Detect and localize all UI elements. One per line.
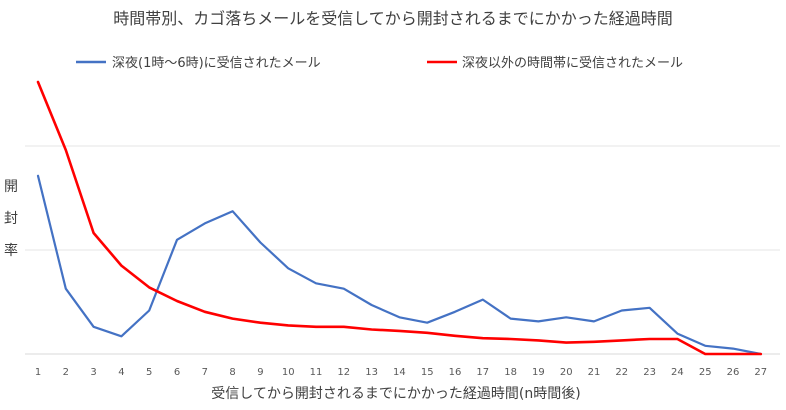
- legend-item-series-1: 深夜(1時～6時)に受信されたメール: [76, 56, 321, 71]
- x-tick-label: 22: [615, 367, 628, 378]
- x-tick-label: 3: [90, 367, 96, 378]
- x-tick-label: 5: [146, 367, 152, 378]
- x-tick-label: 25: [699, 367, 712, 378]
- series-lines: [36, 80, 763, 356]
- x-tick-label: 10: [282, 367, 295, 378]
- x-tick-label: 19: [532, 367, 545, 378]
- x-tick-label: 7: [202, 367, 208, 378]
- x-tick-label: 20: [560, 367, 573, 378]
- x-axis-label: 受信してから開封されるまでにかかった経過時間(n時間後): [211, 386, 580, 402]
- y-axis-label-char: 封: [4, 211, 18, 227]
- x-tick-label: 6: [174, 367, 180, 378]
- x-tick-label: 12: [337, 367, 350, 378]
- series-line-2: [36, 80, 763, 356]
- legend-label-series-1: 深夜(1時～6時)に受信されたメール: [112, 56, 321, 71]
- x-tick-label: 8: [229, 367, 235, 378]
- chart-title: 時間帯別、カゴ落ちメールを受信してから開封されるまでにかかった経過時間: [113, 9, 673, 28]
- x-tick-label: 9: [257, 367, 263, 378]
- x-tick-label: 15: [421, 367, 434, 378]
- y-axis-label-char: 率: [4, 242, 18, 259]
- x-tick-label: 17: [476, 367, 489, 378]
- x-tick-label: 23: [643, 367, 656, 378]
- x-tick-label: 24: [671, 367, 684, 378]
- x-tick-label: 27: [754, 367, 767, 378]
- x-tick-label: 11: [310, 367, 323, 378]
- x-tick-label: 16: [449, 367, 462, 378]
- gridlines: [25, 145, 780, 251]
- series-line-1: [36, 174, 762, 356]
- legend: 深夜(1時～6時)に受信されたメール 深夜以外の時間帯に受信されたメール: [76, 56, 683, 71]
- x-tick-label: 1: [35, 367, 41, 378]
- legend-label-series-2: 深夜以外の時間帯に受信されたメール: [462, 56, 683, 71]
- x-tick-label: 26: [727, 367, 740, 378]
- y-axis-label: 開封率: [4, 179, 18, 259]
- x-tick-label: 21: [588, 367, 601, 378]
- y-axis-label-char: 開: [4, 179, 18, 195]
- x-tick-label: 2: [63, 367, 69, 378]
- legend-item-series-2: 深夜以外の時間帯に受信されたメール: [427, 56, 683, 71]
- x-tick-label: 4: [118, 367, 124, 378]
- x-tick-label: 14: [393, 367, 406, 378]
- x-tick-label: 13: [365, 367, 378, 378]
- x-tick-labels: 1 2 3 4 5 6 7 8 9 10 11 12 13 14 15 16 17 18 19 20 21 22 23 24 2…: [35, 367, 767, 378]
- x-tick-label: 18: [504, 367, 517, 378]
